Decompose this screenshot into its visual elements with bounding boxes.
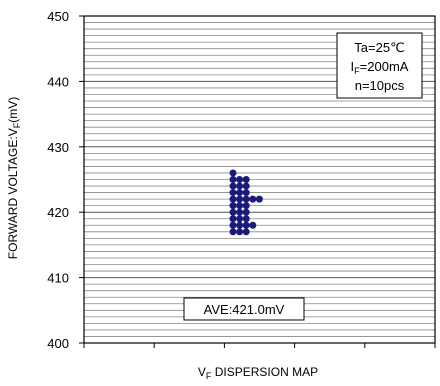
condition-line-1: Ta=25℃	[354, 40, 404, 55]
average-box-frame	[183, 297, 305, 321]
data-point	[242, 202, 250, 210]
data-point	[242, 215, 250, 223]
y-tick-label: 420	[47, 205, 69, 220]
average-label: AVE:421.0mV	[204, 302, 285, 317]
data-point	[242, 195, 250, 203]
data-point	[229, 228, 237, 236]
data-point	[242, 228, 250, 236]
data-points	[229, 169, 263, 236]
y-tick-label: 410	[47, 271, 69, 286]
data-point	[242, 221, 250, 229]
y-tick-label: 440	[47, 74, 69, 89]
plot-frame	[83, 15, 436, 344]
data-point	[229, 169, 237, 177]
data-point	[249, 195, 257, 203]
data-point	[229, 202, 237, 210]
condition-line-3: n=10pcs	[355, 78, 405, 93]
data-point	[229, 176, 237, 183]
y-tick-labels: 400 410 420 430 440 450	[47, 9, 84, 351]
y-axis-title: FORWARD VOLTAGE:VF(mV)	[6, 97, 22, 259]
data-point	[229, 221, 237, 229]
data-point	[236, 208, 244, 216]
data-point	[236, 189, 244, 197]
y-tick-label: 430	[47, 140, 69, 155]
data-point	[242, 176, 250, 183]
data-point	[236, 228, 244, 236]
data-point	[236, 221, 244, 229]
data-point	[229, 195, 237, 203]
data-point	[236, 182, 244, 190]
data-point	[236, 215, 244, 223]
y-tick-label: 450	[47, 9, 69, 24]
data-point	[236, 195, 244, 203]
data-point	[229, 189, 237, 197]
data-point	[236, 202, 244, 210]
average-box: AVE:421.0mV	[183, 297, 305, 321]
x-axis-title: VF DISPERSION MAP	[198, 365, 318, 381]
x-tick-marks	[83, 343, 436, 348]
data-point	[255, 195, 263, 203]
data-point	[229, 182, 237, 190]
data-point	[242, 189, 250, 197]
data-point	[236, 176, 244, 183]
conditions-box: Ta=25℃ IF=200mA n=10pcs	[336, 32, 423, 99]
data-point	[229, 208, 237, 216]
data-point	[242, 182, 250, 190]
y-tick-label: 400	[47, 336, 69, 351]
data-point	[229, 215, 237, 223]
data-point	[249, 221, 257, 229]
conditions-box-frame	[336, 32, 423, 99]
condition-line-2: IF=200mA	[351, 59, 409, 76]
data-point	[242, 208, 250, 216]
